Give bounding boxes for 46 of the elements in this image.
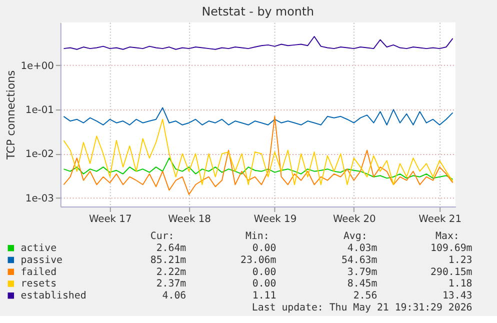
- text: 2.22m: [156, 266, 186, 278]
- text: Avg:: [343, 231, 368, 242]
- y-tick-label: 1e+00: [20, 60, 54, 72]
- line-series: [63, 116, 454, 195]
- y-tick-label: 1e-03: [25, 193, 54, 204]
- text: 4.06: [162, 290, 186, 302]
- text: 1.11: [252, 290, 276, 302]
- chart-title: Netstat - by month: [202, 4, 314, 18]
- text: 8.45m: [347, 278, 378, 290]
- text: 1.18: [448, 278, 472, 290]
- line-series: [63, 36, 454, 50]
- legend-label: active: [20, 243, 57, 254]
- text: 2.37m: [156, 278, 186, 290]
- text: 2.56: [353, 290, 378, 302]
- text: 4.03m: [347, 243, 378, 254]
- x-tick-label: Week 20: [332, 214, 376, 225]
- line-series: [63, 118, 454, 186]
- x-tick-label: Week 18: [168, 214, 211, 225]
- x-tick-label: Week 19: [254, 214, 297, 225]
- legend-label: resets: [20, 278, 57, 290]
- y-tick-label: 1e-01: [25, 105, 54, 116]
- x-tick-label: Week 21: [418, 214, 462, 225]
- text: 85.21m: [150, 254, 186, 266]
- y-tick-label: 1e-02: [25, 149, 54, 160]
- y-axis-title: TCP connections: [4, 70, 18, 161]
- legend-label: failed: [20, 266, 57, 278]
- text: 290.15m: [430, 266, 472, 278]
- text: 109.69m: [430, 243, 472, 254]
- text: 23.06m: [240, 254, 276, 266]
- text: 2.64m: [156, 243, 186, 254]
- text: 3.79m: [347, 266, 378, 278]
- line-series: [63, 107, 454, 126]
- text: 13.43: [442, 290, 472, 302]
- text: 0.00: [252, 243, 276, 254]
- x-tick-label: Week 17: [88, 214, 132, 225]
- text: 54.63m: [341, 254, 378, 266]
- text: Cur:: [150, 231, 174, 242]
- text: 1.23: [448, 254, 472, 266]
- text: 0.00: [252, 266, 276, 278]
- legend-label: passive: [20, 254, 63, 266]
- text: Max:: [436, 231, 460, 242]
- text: Last update: Thu May 21 19:31:29 2026: [252, 302, 472, 314]
- legend-label: established: [20, 290, 86, 302]
- line-series: [63, 158, 454, 180]
- text: 0.00: [252, 278, 276, 290]
- text: Min:: [245, 231, 270, 242]
